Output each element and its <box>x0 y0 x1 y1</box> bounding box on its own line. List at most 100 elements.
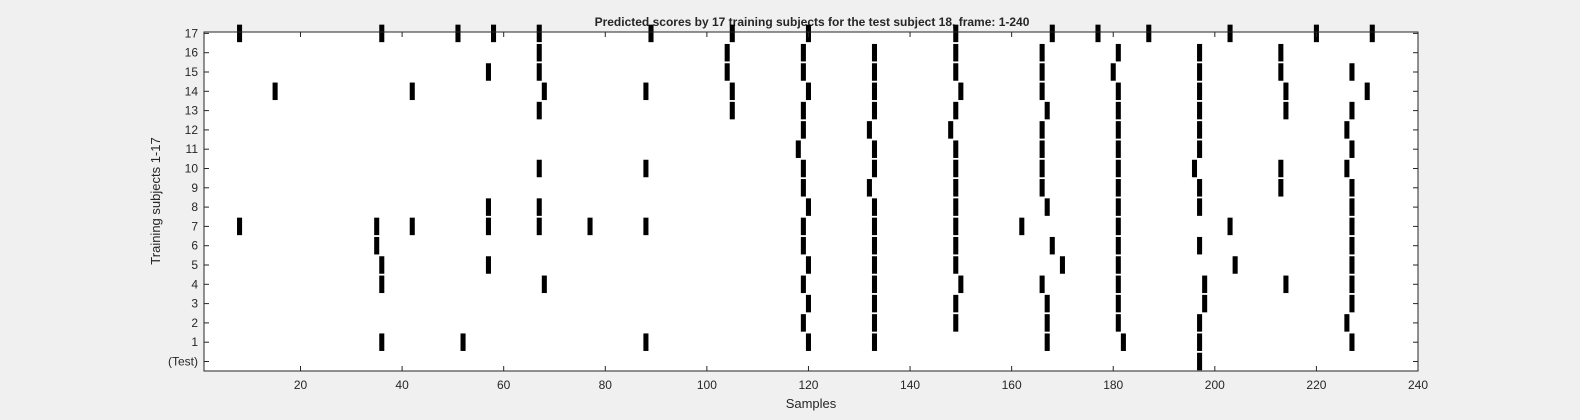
score-mark <box>237 24 243 43</box>
score-mark <box>795 140 801 158</box>
score-mark <box>800 121 806 139</box>
score-mark <box>871 217 878 236</box>
score-mark <box>953 43 959 62</box>
score-mark <box>1227 24 1233 43</box>
score-mark <box>1120 333 1126 351</box>
score-mark <box>374 236 380 255</box>
score-mark <box>485 217 491 236</box>
score-mark <box>1197 101 1203 120</box>
score-mark <box>1369 24 1375 43</box>
score-mark <box>1349 256 1355 274</box>
score-mark <box>1197 121 1203 139</box>
x-tick-label: 40 <box>395 378 409 392</box>
score-mark <box>379 275 385 294</box>
y-tick-label: 14 <box>185 84 199 98</box>
score-mark <box>805 256 811 274</box>
score-mark <box>953 159 959 178</box>
y-axis-label: Training subjects 1-17 <box>148 137 163 264</box>
score-mark <box>871 101 878 120</box>
score-mark <box>724 63 730 81</box>
score-mark <box>460 333 466 351</box>
x-tick-label: 80 <box>599 378 613 392</box>
score-mark <box>1115 121 1121 139</box>
score-mark <box>1044 294 1050 313</box>
x-axis-label: Samples <box>786 396 837 411</box>
score-mark <box>1039 43 1045 62</box>
score-mark <box>1197 352 1203 371</box>
score-mark <box>1278 63 1284 81</box>
y-tick-label: 13 <box>185 104 199 118</box>
score-mark <box>800 236 806 255</box>
score-mark <box>729 82 735 101</box>
score-mark <box>643 217 649 236</box>
plot-area <box>204 32 1418 371</box>
score-mark <box>1197 314 1203 332</box>
plot-frame <box>203 31 1419 372</box>
score-mark <box>1044 198 1050 216</box>
score-mark <box>800 179 806 197</box>
score-mark <box>1197 333 1203 351</box>
score-mark <box>272 82 278 101</box>
score-mark <box>1039 121 1045 139</box>
x-tick-label: 60 <box>497 378 511 392</box>
score-mark <box>1019 217 1025 236</box>
x-tick-label: 240 <box>1408 378 1428 392</box>
score-mark <box>1115 159 1121 178</box>
score-mark <box>958 82 964 101</box>
score-mark <box>1095 24 1101 43</box>
score-mark <box>871 275 878 294</box>
score-mark <box>1197 63 1203 81</box>
score-mark <box>1115 217 1121 236</box>
score-mark <box>729 101 735 120</box>
y-tick-label: 3 <box>191 297 198 311</box>
chart-title: Predicted scores by 17 training subjects… <box>595 15 1030 29</box>
score-mark <box>1039 82 1045 101</box>
score-mark <box>953 294 959 313</box>
score-mark <box>1349 236 1355 255</box>
x-tick-label: 200 <box>1205 378 1225 392</box>
x-tick-label: 20 <box>294 378 308 392</box>
y-tick-label: (Test) <box>168 355 198 369</box>
score-mark <box>953 24 959 43</box>
score-mark <box>800 217 806 236</box>
score-mark <box>1115 256 1121 274</box>
score-mark <box>536 24 542 43</box>
x-tick-label: 120 <box>798 378 818 392</box>
score-mark <box>485 63 491 81</box>
score-mark <box>1349 198 1355 216</box>
score-mark <box>1115 101 1121 120</box>
score-mark <box>1344 121 1350 139</box>
score-mark <box>1115 198 1121 216</box>
score-mark <box>1191 159 1198 178</box>
score-mark <box>953 314 959 332</box>
score-mark <box>1039 179 1045 197</box>
score-mark <box>1349 294 1355 313</box>
score-mark <box>871 236 878 255</box>
score-mark <box>541 275 547 294</box>
score-mark <box>491 24 497 43</box>
score-mark <box>948 121 954 139</box>
score-mark <box>379 256 385 274</box>
score-mark <box>587 217 593 236</box>
score-mark <box>1232 256 1238 274</box>
score-mark <box>953 236 959 255</box>
score-mark <box>379 333 385 351</box>
y-tick-label: 17 <box>185 26 199 40</box>
score-mark <box>1197 198 1203 216</box>
score-mark <box>1197 43 1203 62</box>
score-mark <box>953 179 959 197</box>
score-mark <box>871 294 878 313</box>
score-mark <box>541 82 547 101</box>
x-tick-label: 220 <box>1306 378 1326 392</box>
score-mark <box>1349 179 1355 197</box>
score-mark <box>800 63 806 81</box>
score-mark <box>1202 275 1208 294</box>
score-mark <box>953 256 959 274</box>
score-mark <box>1349 101 1355 120</box>
score-mark <box>536 217 542 236</box>
score-mark <box>536 63 542 81</box>
x-tick-label: 140 <box>900 378 920 392</box>
score-mark <box>643 159 649 178</box>
score-mark <box>800 159 806 178</box>
